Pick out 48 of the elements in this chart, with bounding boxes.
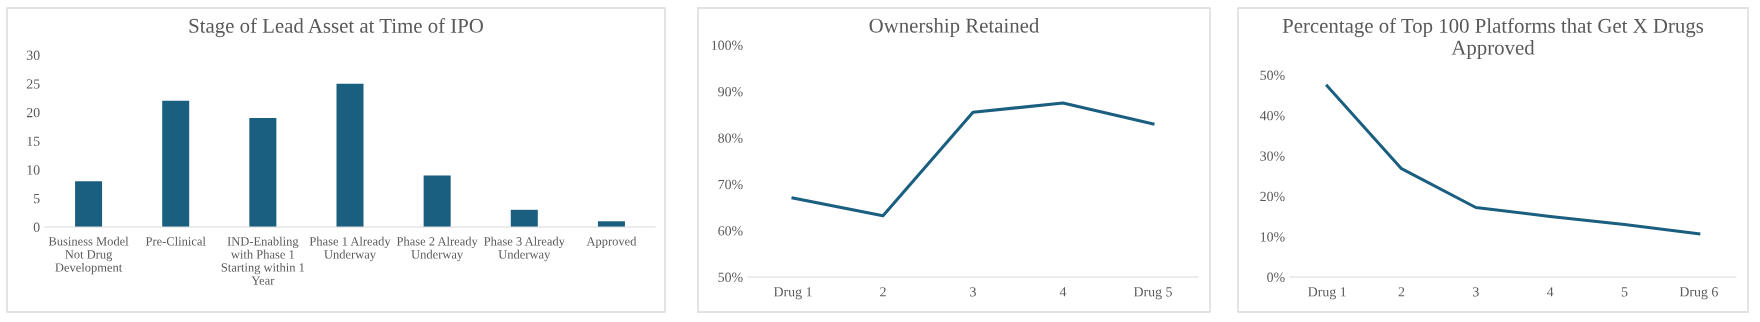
y-tick-label: 60% [718,226,743,236]
x-tick-label: Drug 5 [1133,287,1172,300]
x-tick-label: Pre-Clinical [145,236,206,246]
x-tick-label: Phase 1 Already Underway [309,236,391,262]
y-tick-label: 10 [27,165,40,175]
y-tick-label: 50% [1260,70,1285,80]
y-tick-label: 20% [1260,191,1285,202]
x-tick-label: 4 [1546,287,1554,297]
y-tick-label: 10% [1260,232,1285,242]
y-tick-label: 80% [718,133,743,143]
line-series [1325,84,1701,236]
x-tick-label: Phase 3 Already Underway [484,236,565,262]
y-tick-label: 90% [718,86,743,97]
x-tick-label: 2 [880,287,886,297]
bar [510,209,538,227]
x-tick-label: Drug 1 [773,287,812,300]
bar [249,118,277,227]
y-tick-label: 70% [718,179,743,190]
y-tick-label: 0 [33,222,40,232]
bar [75,181,103,227]
y-tick-label: 100% [711,40,743,50]
y-tick-label: 30 [26,50,40,60]
bar [423,175,451,227]
x-tick-label: 2 [1398,287,1405,297]
x-tick-label: IND-Enabling with Phase 1 Starting within 1 Year [221,236,305,285]
x-tick-label: Drug 1 [1308,287,1346,300]
chart-title: Ownership Retained [869,18,1040,37]
y-tick-label: 50% [718,272,743,282]
x-tick-label: Phase 2 Already Underway [396,236,478,262]
chart-title: Stage of Lead Asset at Time of IPO [189,18,483,38]
x-tick-label: Approved [586,236,637,249]
chart-title: Percentage of Top 100 Platforms that Get X Drugs Approved [1282,18,1704,59]
x-tick-label: 3 [1473,287,1479,297]
x-tick-label: Drug 6 [1679,287,1718,300]
bar [162,100,190,227]
y-tick-label: 40% [1259,110,1285,121]
x-tick-label: 4 [1059,287,1067,297]
bar [336,83,364,227]
x-tick-label: 3 [970,287,976,297]
x-tick-label: Business Model Not Drug Development [48,236,129,275]
y-tick-label: 30% [1260,151,1285,161]
line-series [791,101,1155,218]
y-tick-label: 0% [1267,272,1285,282]
x-tick-label: 5 [1621,287,1628,297]
y-tick-label: 15 [27,136,40,146]
y-tick-label: 25 [26,79,40,89]
y-tick-label: 20 [26,107,40,118]
y-tick-label: 5 [34,194,40,204]
